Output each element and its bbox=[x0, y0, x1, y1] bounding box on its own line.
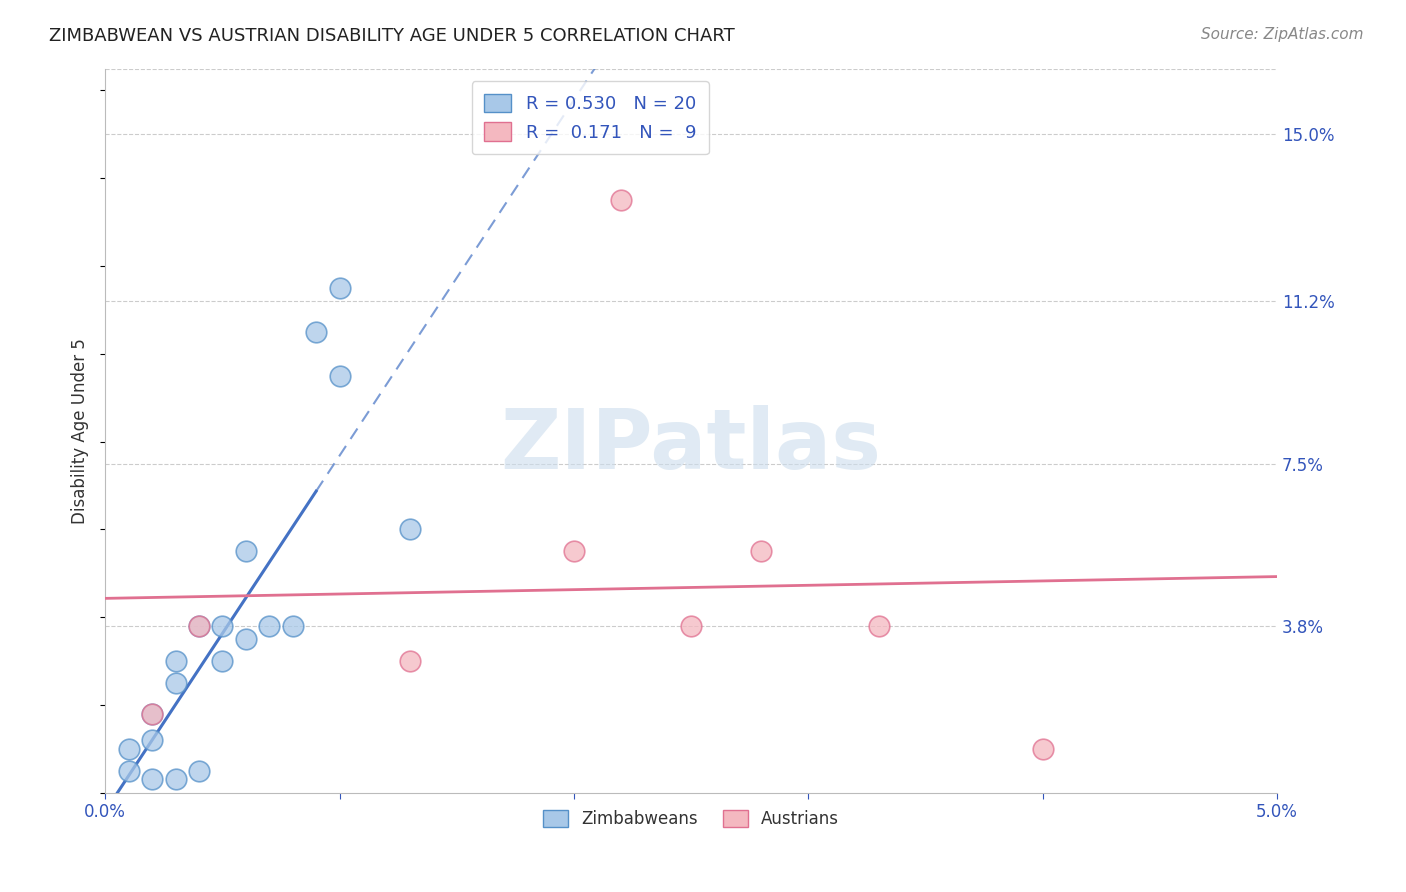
Point bbox=[188, 619, 211, 633]
Text: Source: ZipAtlas.com: Source: ZipAtlas.com bbox=[1201, 27, 1364, 42]
Point bbox=[399, 522, 422, 536]
Point bbox=[305, 325, 328, 339]
Point bbox=[141, 772, 163, 787]
Point bbox=[329, 281, 352, 295]
Point bbox=[610, 193, 633, 207]
Point bbox=[259, 619, 281, 633]
Y-axis label: Disability Age Under 5: Disability Age Under 5 bbox=[72, 338, 89, 524]
Point bbox=[235, 544, 257, 558]
Point bbox=[751, 544, 773, 558]
Text: ZIMBABWEAN VS AUSTRIAN DISABILITY AGE UNDER 5 CORRELATION CHART: ZIMBABWEAN VS AUSTRIAN DISABILITY AGE UN… bbox=[49, 27, 735, 45]
Point bbox=[165, 772, 187, 787]
Point bbox=[211, 654, 233, 668]
Point bbox=[165, 654, 187, 668]
Point bbox=[188, 764, 211, 778]
Point bbox=[141, 733, 163, 747]
Point bbox=[868, 619, 890, 633]
Point bbox=[235, 632, 257, 646]
Point bbox=[681, 619, 703, 633]
Point bbox=[165, 676, 187, 690]
Point bbox=[118, 741, 141, 756]
Legend: Zimbabweans, Austrians: Zimbabweans, Austrians bbox=[536, 804, 846, 835]
Point bbox=[329, 368, 352, 383]
Point bbox=[188, 619, 211, 633]
Point bbox=[141, 706, 163, 721]
Text: ZIPatlas: ZIPatlas bbox=[501, 405, 882, 485]
Point bbox=[1032, 741, 1054, 756]
Point bbox=[141, 706, 163, 721]
Point bbox=[211, 619, 233, 633]
Point bbox=[399, 654, 422, 668]
Point bbox=[281, 619, 304, 633]
Point bbox=[562, 544, 585, 558]
Point bbox=[118, 764, 141, 778]
